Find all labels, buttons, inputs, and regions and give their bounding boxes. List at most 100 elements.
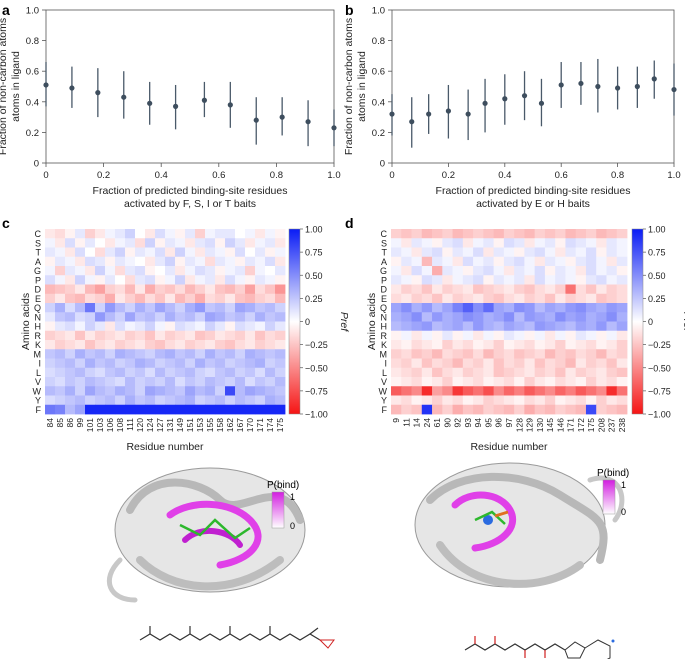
heatmap-cell (185, 238, 196, 248)
heatmap-cell (555, 229, 566, 239)
heatmap-cell (514, 330, 525, 341)
heatmap-cell (245, 349, 256, 359)
heatmap-cell (55, 330, 66, 341)
heatmap-cell (185, 358, 196, 369)
heatmap-cell (585, 321, 597, 332)
heatmap-cell (411, 303, 423, 313)
heatmap-cell (205, 284, 216, 295)
heatmap-cell (421, 386, 433, 396)
row-label: A (381, 257, 387, 267)
heatmap-cell (585, 303, 597, 313)
heatmap-cell (514, 349, 525, 359)
heatmap-cell (185, 377, 196, 387)
heatmap-cell (85, 312, 96, 322)
heatmap-cell (442, 229, 453, 239)
heatmap-cell (65, 229, 76, 239)
column-label: 155 (205, 418, 215, 432)
heatmap-cell (55, 340, 66, 350)
heatmap-cell (524, 377, 536, 387)
heatmap-cell (606, 386, 618, 396)
heatmap-cell (155, 404, 166, 415)
heatmap-cell (105, 340, 116, 350)
heatmap-cell (473, 229, 484, 239)
heatmap-cell (225, 238, 236, 248)
heatmap-cell (555, 358, 566, 369)
heatmap-cell (165, 358, 176, 369)
heatmap-cell (155, 386, 166, 396)
heatmap-cell (205, 303, 216, 313)
heatmap-cell (606, 358, 618, 369)
heatmap-cell (115, 256, 126, 267)
heatmap-cell (215, 358, 226, 369)
data-point (389, 111, 395, 117)
heatmap-cell (452, 247, 464, 258)
heatmap-cell (155, 266, 166, 276)
heatmap-cell (85, 367, 96, 378)
heatmap-cell (452, 358, 464, 369)
heatmap-cell (462, 395, 474, 406)
heatmap-cell (606, 367, 618, 378)
heatmap-cell (534, 247, 546, 258)
heatmap-cell (452, 349, 464, 359)
heatmap-cell (421, 358, 433, 369)
data-point (502, 96, 508, 102)
heatmap-cell (95, 275, 106, 285)
heatmap-cell (391, 330, 402, 341)
data-point (426, 111, 432, 117)
heatmap-cell (95, 404, 106, 415)
heatmap-cell (575, 247, 587, 258)
heatmap-cell (245, 284, 256, 295)
heatmap-cell (616, 256, 628, 267)
heatmap-cell (155, 395, 166, 406)
heatmap-cell (225, 312, 236, 322)
heatmap-cell (135, 404, 146, 415)
heatmap-cell (524, 293, 536, 304)
heatmap-cell (65, 330, 76, 341)
heatmap-cell (606, 266, 618, 276)
heatmap-cell (503, 404, 515, 415)
data-point (279, 114, 285, 120)
heatmap-cell (115, 247, 126, 258)
heatmap-cell (503, 367, 515, 378)
heatmap-cell (165, 404, 176, 415)
heatmap-cell (524, 247, 536, 258)
heatmap-cell (215, 321, 226, 332)
heatmap-cell (165, 312, 176, 322)
row-label: S (35, 238, 41, 248)
heatmap-cell (205, 256, 216, 267)
heatmap-cell (195, 275, 206, 285)
heatmap-cell (401, 256, 412, 267)
heatmap-cell (265, 367, 276, 378)
heatmap-cell (75, 303, 86, 313)
data-point (43, 82, 49, 88)
heatmap-cell (135, 247, 146, 258)
heatmap-cell (75, 275, 86, 285)
heatmap-cell (245, 367, 256, 378)
heatmap-cell (175, 358, 186, 369)
heatmap-cell (85, 330, 96, 341)
colorbar-tick-label: −0.25 (648, 340, 671, 350)
heatmap-cell (473, 321, 484, 332)
heatmap-cell (75, 284, 86, 295)
heatmap-cell (135, 349, 146, 359)
heatmap-cell (432, 229, 443, 239)
data-point (121, 94, 127, 100)
heatmap-cell (473, 358, 484, 369)
heatmap-cell (555, 330, 566, 341)
heatmap-cell (235, 321, 246, 332)
heatmap-cell (606, 256, 618, 267)
heatmap-cell (95, 293, 106, 304)
heatmap-cell (493, 340, 505, 350)
row-label: K (35, 340, 41, 350)
heatmap-cell (616, 229, 628, 239)
heatmap-cell (544, 404, 556, 415)
heatmap-cell (105, 303, 116, 313)
heatmap-cell (275, 386, 286, 396)
row-label: W (379, 386, 388, 396)
heatmap-cell (155, 284, 166, 295)
y-tick-label: 0.4 (372, 97, 385, 108)
heatmap-cell (135, 275, 146, 285)
heatmap-cell (391, 349, 402, 359)
heatmap-cell (65, 377, 76, 387)
heatmap-cell (135, 256, 146, 267)
